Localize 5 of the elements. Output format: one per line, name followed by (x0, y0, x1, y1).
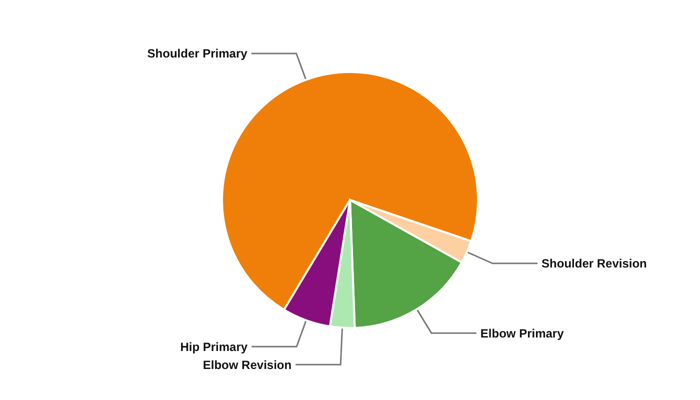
slice-label: Elbow Revision (202, 358, 292, 372)
slice-label: Hip Primary (180, 340, 248, 354)
slice-label: Elbow Primary (480, 326, 564, 340)
slice-label: Shoulder Primary (147, 46, 248, 61)
slice-label: Shoulder Revision (542, 256, 647, 271)
